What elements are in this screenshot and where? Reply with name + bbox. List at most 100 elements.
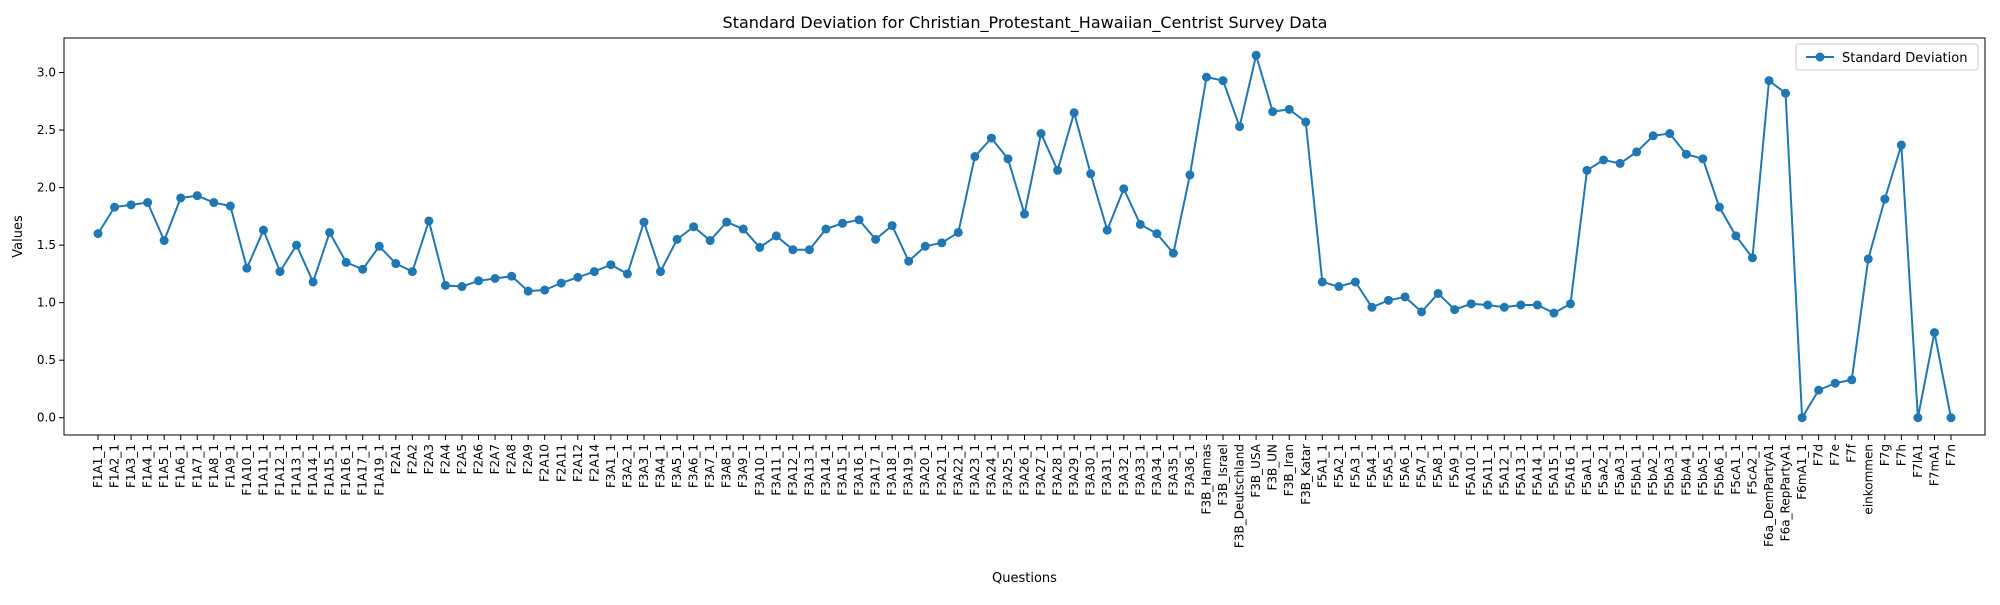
x-tick-label: F3A16_1 [852, 444, 866, 496]
data-point [854, 215, 864, 225]
x-tick-label: F5cA1_1 [1729, 444, 1743, 495]
data-point [1450, 305, 1460, 315]
plot-frame [63, 37, 1986, 436]
data-point [1284, 104, 1294, 114]
data-point [308, 277, 318, 287]
data-point [1665, 129, 1675, 139]
x-tick-label: F3A21_1 [935, 444, 949, 496]
data-point [1847, 375, 1857, 385]
x-tick-label: F5A9_1 [1448, 444, 1462, 488]
y-tick-label: 3.0 [37, 66, 56, 80]
data-point [1516, 300, 1526, 310]
x-tick-label: F3A30_1 [1084, 444, 1098, 496]
data-point [1797, 413, 1807, 423]
x-tick-label: F5A6_1 [1398, 444, 1412, 488]
x-tick-label: F5A7_1 [1415, 444, 1429, 488]
x-tick-label: F2A9 [521, 444, 535, 474]
x-tick-label: F2A2 [405, 444, 419, 474]
x-tick-label: F3B_UN [1266, 444, 1280, 491]
data-point [1946, 413, 1956, 423]
x-tick-label: F1A16_1 [339, 444, 353, 496]
x-tick-label: F1A9_1 [223, 444, 237, 488]
x-tick-label: F1A13_1 [290, 444, 304, 496]
data-point [573, 272, 583, 282]
series-layer [93, 50, 1956, 423]
data-point [1698, 154, 1708, 164]
x-tick-label: F3B_Iran [1282, 444, 1296, 496]
data-point [1268, 107, 1278, 117]
data-point [1599, 155, 1609, 165]
x-tick-label: F3A36_1 [1183, 444, 1197, 496]
data-point [953, 227, 963, 237]
data-point [1417, 307, 1427, 317]
data-point [937, 238, 947, 248]
data-point [225, 201, 235, 211]
data-point [556, 278, 566, 288]
data-point [1731, 231, 1741, 241]
x-tick-label: F5A8_1 [1431, 444, 1445, 488]
data-point [622, 269, 632, 279]
data-point [507, 271, 517, 281]
x-tick-label: F3B_Katar [1299, 444, 1313, 505]
x-tick-label: F3A18_1 [885, 444, 899, 496]
x-tick-label: F7lA1 [1911, 444, 1925, 478]
x-tick-label: F2A14 [587, 444, 601, 482]
x-tick-label: F3A17_1 [869, 444, 883, 496]
x-tick-label: F7e [1828, 444, 1842, 466]
x-tick-label: F3A31_1 [1100, 444, 1114, 496]
data-point [1003, 154, 1013, 164]
x-tick-label: F3A10_1 [753, 444, 767, 496]
data-point [838, 218, 848, 228]
data-point [325, 227, 335, 237]
x-tick-label: F7mA1 [1927, 444, 1941, 486]
x-tick-label: F3A7_1 [703, 444, 717, 488]
data-point [1350, 277, 1360, 287]
data-point [1334, 282, 1344, 292]
data-point [771, 231, 781, 241]
data-point [1549, 308, 1559, 318]
data-point [523, 286, 533, 296]
data-point [1814, 385, 1824, 395]
x-tick-label: F2A4 [438, 444, 452, 474]
x-tick-label: F5cA2_1 [1745, 444, 1759, 495]
x-tick-label: F3A4_1 [654, 444, 668, 488]
x-tick-label: F5A14_1 [1530, 444, 1544, 496]
data-point [1615, 158, 1625, 168]
x-tick-label: F5bA5_1 [1696, 444, 1710, 496]
x-tick-label: F1A5_1 [157, 444, 171, 488]
x-tick-label: F5A5_1 [1381, 444, 1395, 488]
data-point [1582, 165, 1592, 175]
x-axis-label: Questions [992, 571, 1057, 586]
x-tick-label: F2A12 [571, 444, 585, 482]
x-tick-label: F5bA1_1 [1630, 444, 1644, 496]
data-point [358, 264, 368, 274]
data-point [143, 198, 153, 208]
x-tick-label: F3A35_1 [1166, 444, 1180, 496]
data-point [1251, 50, 1261, 60]
y-tick-label: 2.5 [37, 123, 56, 137]
x-tick-label: F3A26_1 [1018, 444, 1032, 496]
x-tick-label: F3A9_1 [736, 444, 750, 488]
data-point [1781, 88, 1791, 98]
data-point [1119, 184, 1129, 194]
data-point [1185, 170, 1195, 180]
data-point [1086, 169, 1096, 179]
x-tick-label: F3B_Hamas [1199, 444, 1213, 514]
x-tick-label: F1A19_1 [372, 444, 386, 496]
data-point [871, 234, 881, 244]
x-tick-label: F2A10 [538, 444, 552, 482]
x-tick-label: F5bA4_1 [1679, 444, 1693, 496]
data-point [672, 234, 682, 244]
x-tick-label: F1A11_1 [256, 444, 270, 496]
data-point [705, 236, 715, 246]
x-tick-label: F5A10_1 [1464, 444, 1478, 496]
x-tick-label: F7h [1894, 444, 1908, 466]
data-point [1880, 194, 1890, 204]
data-point [1681, 149, 1691, 159]
data-point [1764, 76, 1774, 86]
data-point [341, 257, 351, 267]
data-point [93, 229, 103, 239]
data-point [1632, 147, 1642, 157]
data-point [1168, 248, 1178, 258]
x-tick-label: F5bA3_1 [1663, 444, 1677, 496]
